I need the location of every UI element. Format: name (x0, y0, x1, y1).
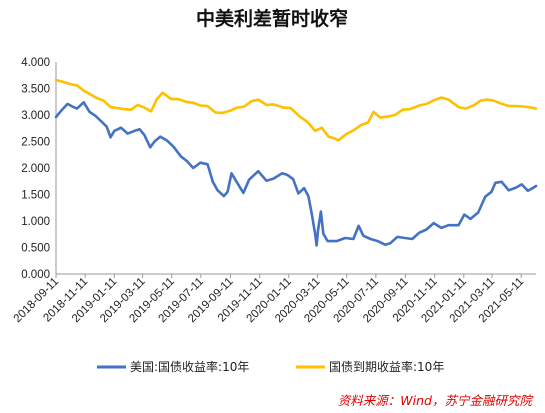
y-tick-label: 3.500 (21, 84, 50, 96)
source-note: 资料来源：Wind，苏宁金融研究院 (338, 393, 535, 408)
y-tick-label: 1.500 (21, 190, 50, 202)
legend-label-cn-10y: 国债到期收益率:10年 (329, 359, 444, 374)
y-tick-label: 2.500 (21, 137, 50, 149)
y-tick-label: 3.000 (21, 110, 50, 122)
y-tick-label: 0.500 (21, 243, 50, 255)
series-line-cn-10y (54, 78, 538, 142)
y-tick-label: 2.000 (21, 163, 50, 175)
legend-label-us-10y: 美国:国债收益率:10年 (130, 359, 249, 374)
series-layer (54, 78, 538, 247)
y-tick-label: 0.000 (21, 269, 50, 281)
y-tick-label: 1.000 (21, 216, 50, 228)
legend: 美国:国债收益率:10年 国债到期收益率:10年 (97, 359, 444, 374)
y-tick-label: 4.000 (21, 57, 50, 69)
series-line-us-10y (54, 101, 538, 247)
chart-title: 中美利差暂时收窄 (196, 7, 348, 30)
axes: 0.000 0.500 1.000 1.500 2.000 2.500 3.000 3.500… (12, 57, 536, 325)
